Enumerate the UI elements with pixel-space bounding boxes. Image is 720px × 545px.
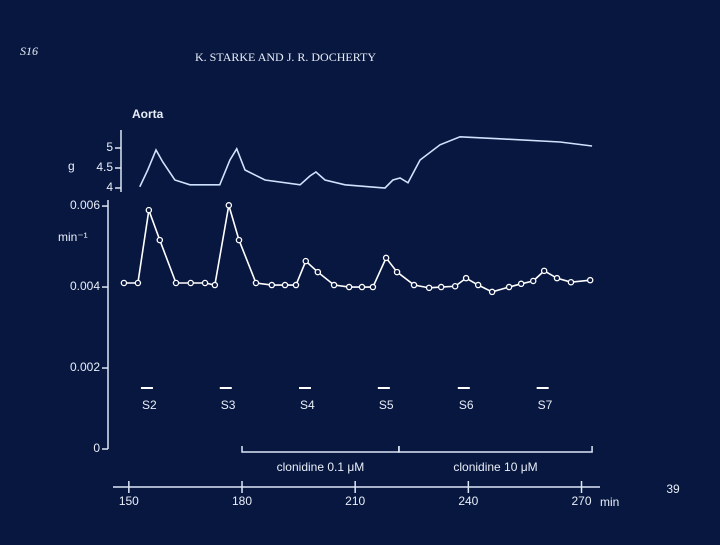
- data-point: [345, 283, 353, 291]
- data-point: [586, 276, 594, 284]
- data-point: [369, 283, 377, 291]
- y-tick-label: 4.5: [96, 160, 113, 174]
- x-label: min: [600, 495, 619, 509]
- data-point: [187, 279, 194, 287]
- data-point: [540, 267, 548, 275]
- data-point: [393, 268, 401, 276]
- data-point: [302, 257, 310, 265]
- data-point: [172, 279, 180, 287]
- bracket: [241, 446, 400, 453]
- y-label: min⁻¹: [58, 230, 88, 244]
- data-line: [123, 205, 591, 293]
- data-point: [451, 282, 459, 290]
- stimulation-label: S7: [538, 398, 553, 412]
- data-point: [462, 274, 470, 282]
- authors: K. STARKE AND J. R. DOCHERTY: [195, 50, 376, 64]
- annotation: clonidine 0.1 μM: [277, 460, 365, 474]
- data-point: [437, 283, 445, 291]
- data-point: [292, 281, 300, 289]
- data-point: [145, 206, 153, 214]
- x-tick-label: 150: [119, 494, 139, 508]
- stimulation-label: S5: [379, 398, 394, 412]
- x-tick-label: 180: [232, 494, 252, 508]
- stimulation-label: S2: [142, 398, 157, 412]
- stimulation-label: S3: [221, 398, 236, 412]
- data-point: [553, 274, 561, 282]
- data-point: [358, 283, 366, 291]
- stimulation-label: S4: [300, 398, 315, 412]
- x-tick-label: 270: [572, 494, 592, 508]
- data-point: [330, 281, 338, 289]
- y-tick-label: 0.004: [70, 279, 100, 293]
- x-tick-label: 210: [345, 494, 365, 508]
- data-point: [201, 279, 209, 287]
- data-point: [211, 281, 219, 289]
- data-point: [225, 202, 233, 209]
- data-point: [567, 278, 575, 286]
- data-point: [120, 279, 128, 287]
- data-point: [134, 279, 142, 287]
- page-number: 39: [666, 482, 680, 496]
- data-point: [474, 281, 482, 289]
- data-point: [268, 281, 276, 289]
- data-point: [235, 236, 243, 244]
- data-point: [382, 254, 390, 262]
- y-label: g: [68, 159, 75, 173]
- y-tick-label: 4: [106, 180, 113, 194]
- data-point: [281, 281, 289, 289]
- panel-title: Aorta: [132, 107, 164, 121]
- y-tick-label: 5: [106, 140, 113, 154]
- x-tick-label: 240: [458, 494, 478, 508]
- data-point: [252, 279, 260, 287]
- data-point: [488, 288, 496, 296]
- y-tick-label: 0.006: [70, 198, 100, 212]
- data-point: [425, 284, 433, 292]
- data-point: [410, 281, 418, 289]
- data-point: [517, 280, 525, 288]
- data-point: [314, 268, 322, 276]
- y-tick-label: 0: [93, 441, 100, 455]
- data-point: [156, 236, 164, 244]
- data-point: [505, 283, 513, 291]
- stimulation-label: S6: [459, 398, 474, 412]
- data-line: [139, 135, 593, 189]
- page-label: S16: [20, 44, 38, 58]
- y-tick-label: 0.002: [70, 360, 100, 374]
- bracket: [398, 446, 593, 453]
- data-point: [529, 277, 537, 285]
- annotation: clonidine 10 μM: [453, 460, 537, 474]
